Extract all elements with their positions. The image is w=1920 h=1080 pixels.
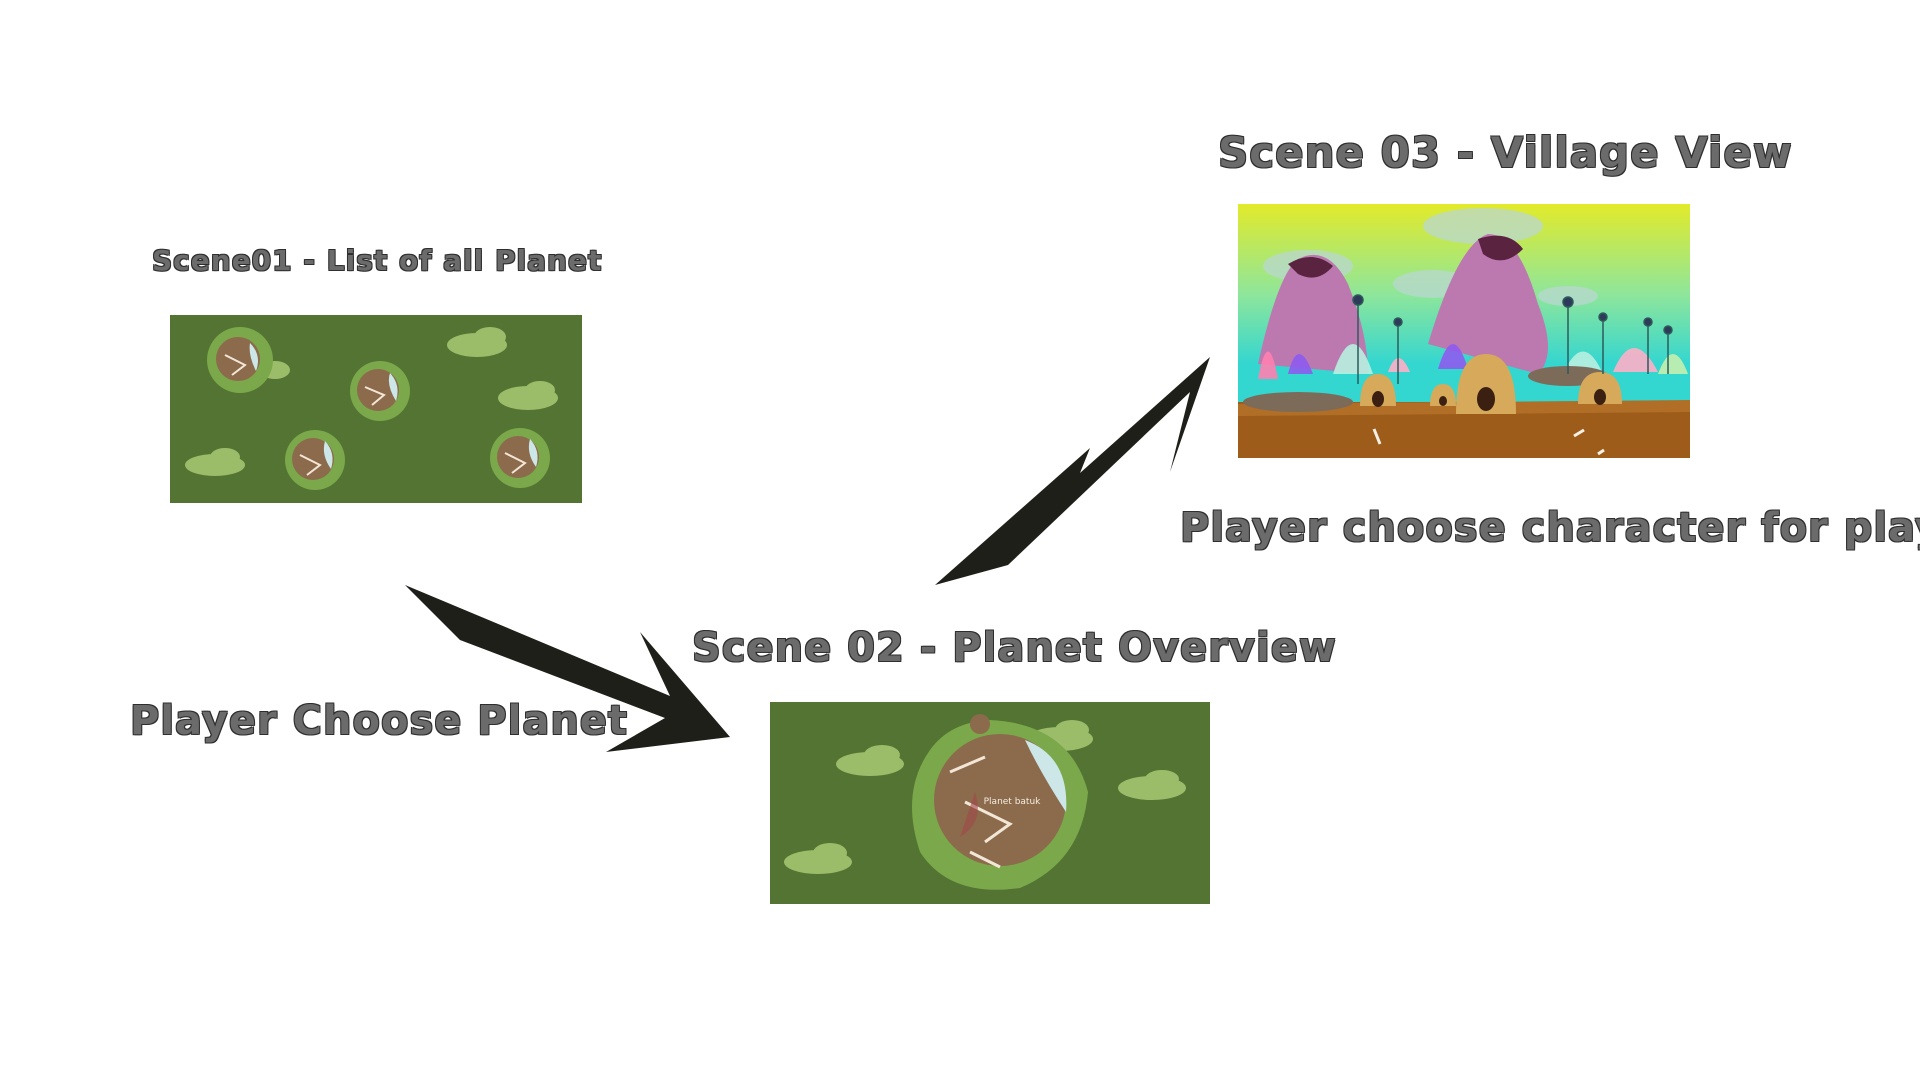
scene03-thumbnail[interactable] bbox=[1238, 204, 1690, 458]
scene01-thumbnail[interactable] bbox=[170, 315, 582, 503]
planet-icon bbox=[207, 327, 273, 393]
cloud-icon bbox=[185, 327, 558, 476]
planet-icon bbox=[490, 428, 550, 488]
hut-icon bbox=[1360, 354, 1622, 414]
planet-icon bbox=[285, 430, 345, 490]
scene02-title: Scene 02 - Planet Overview bbox=[692, 625, 1337, 671]
scene03-title: Scene 03 - Village View bbox=[1218, 128, 1793, 177]
scene01-title: Scene01 - List of all Planet bbox=[152, 244, 603, 277]
arrow-scene02-to-scene03 bbox=[935, 357, 1210, 585]
planet-icon bbox=[912, 714, 1088, 890]
planet-icon bbox=[350, 361, 410, 421]
step2-caption: Player choose character for play bbox=[1180, 505, 1920, 551]
step1-caption: Player Choose Planet bbox=[130, 698, 629, 744]
planet-name: Planet batuk bbox=[984, 797, 1042, 807]
scene02-thumbnail[interactable]: Planet batuk bbox=[770, 702, 1210, 904]
bone-icon bbox=[1372, 428, 1605, 456]
